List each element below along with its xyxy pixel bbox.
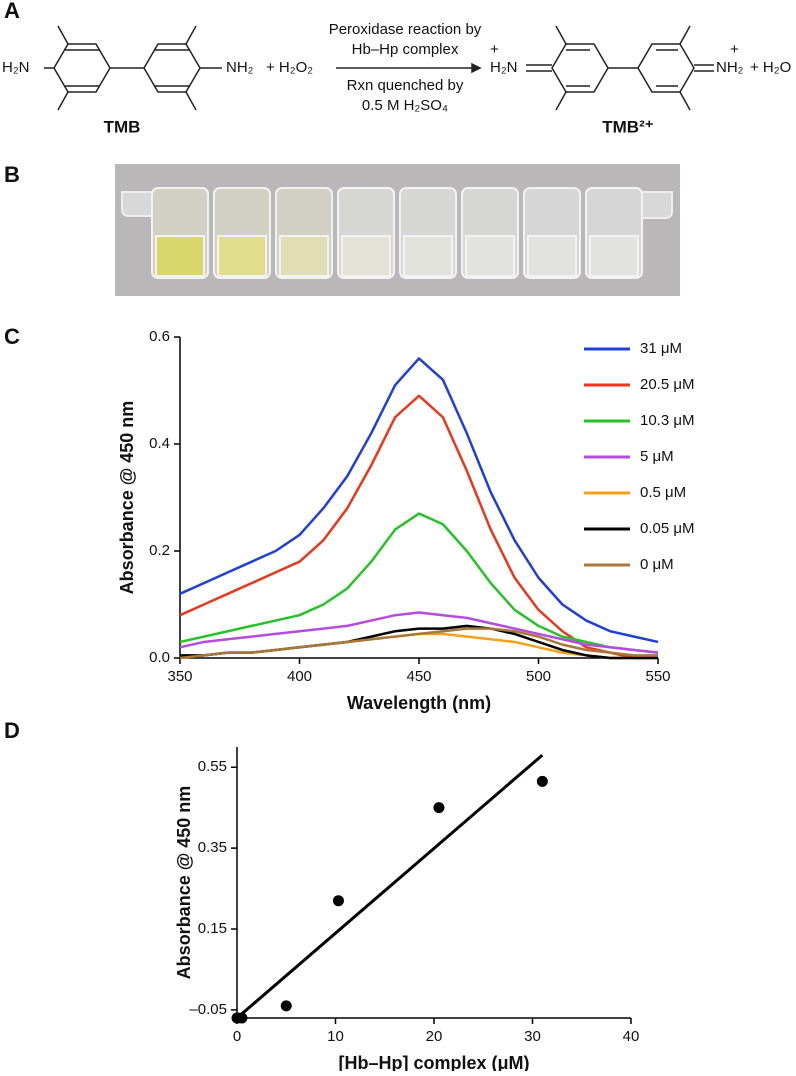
- water: + H₂O: [750, 59, 791, 76]
- x-tick-label: 0: [233, 1028, 241, 1045]
- panel-label: C: [4, 324, 20, 349]
- legend-label: 0.05 μM: [640, 520, 695, 537]
- y-axis-title: Absorbance @ 450 nm: [174, 786, 194, 980]
- condition: Peroxidase reaction by: [329, 21, 482, 38]
- legend-label: 0.5 μM: [640, 484, 686, 501]
- x-tick-label: 500: [526, 668, 551, 685]
- y-tick-label: –0.05: [189, 1001, 227, 1018]
- panel-label: D: [4, 718, 20, 743]
- series-line: [179, 611, 659, 654]
- x-tick-label: 350: [167, 668, 192, 685]
- panel-label: A: [4, 0, 20, 23]
- series-line: [179, 512, 659, 654]
- y-tick-label: 0.15: [198, 920, 227, 937]
- data-point: [536, 775, 548, 787]
- y-axis-title: Absorbance @ 450 nm: [117, 401, 137, 595]
- series-line: [179, 627, 658, 660]
- x-tick-label: 20: [426, 1028, 443, 1045]
- y-tick-label: 0.55: [198, 758, 227, 775]
- y-tick-label: 0.4: [149, 435, 170, 452]
- charge: +: [490, 41, 499, 58]
- series-line: [179, 357, 659, 644]
- condition: Hb–Hp complex: [352, 41, 459, 58]
- legend-label: 0 μM: [640, 556, 674, 573]
- condition: 0.5 M H₂SO₄: [362, 97, 448, 114]
- amine: NH₂: [226, 59, 254, 76]
- iminium: NH₂: [716, 59, 744, 76]
- compound-name: TMB: [104, 117, 141, 136]
- series-line: [236, 753, 544, 1020]
- y-tick-label: 0.35: [198, 839, 227, 856]
- x-axis-title: Wavelength (nm): [347, 693, 491, 713]
- y-tick-label: 0.2: [149, 542, 170, 559]
- series-line: [179, 394, 658, 660]
- condition: Rxn quenched by: [347, 77, 464, 94]
- iminium: H₂N: [490, 59, 518, 76]
- structure: [44, 25, 714, 111]
- amine: H₂N: [2, 59, 30, 76]
- compound-name: TMB²⁺: [602, 117, 653, 136]
- legend-label: 20.5 μM: [640, 376, 695, 393]
- photo: [115, 164, 680, 296]
- x-tick-label: 40: [623, 1028, 640, 1045]
- data-point: [433, 802, 445, 814]
- data-point: [280, 1000, 292, 1012]
- y-tick-label: 0.6: [149, 328, 170, 345]
- panel-label: B: [4, 162, 20, 187]
- x-tick-label: 450: [406, 668, 431, 685]
- x-tick-label: 550: [645, 668, 670, 685]
- legend-label: 5 μM: [640, 448, 674, 465]
- charge: +: [730, 41, 739, 58]
- y-tick-label: 0.0: [149, 649, 170, 666]
- legend-label: 31 μM: [640, 340, 682, 357]
- peroxide: + H₂O₂: [266, 59, 313, 76]
- x-tick-label: 10: [327, 1028, 344, 1045]
- data-point: [332, 895, 344, 907]
- legend-label: 10.3 μM: [640, 412, 695, 429]
- x-axis-title: [Hb–Hp] complex (μM): [338, 1053, 529, 1071]
- x-tick-label: 400: [287, 668, 312, 685]
- x-tick-label: 30: [524, 1028, 541, 1045]
